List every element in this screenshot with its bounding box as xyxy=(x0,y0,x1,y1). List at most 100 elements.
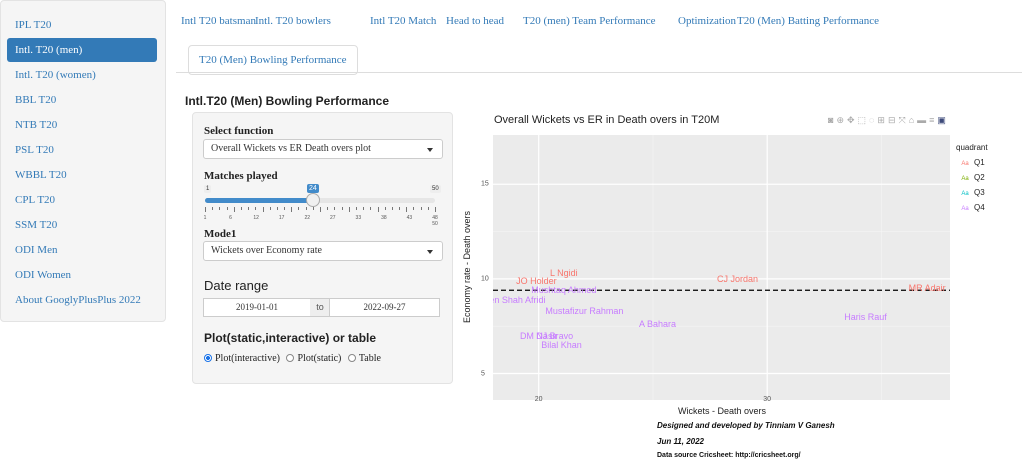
sidebar-item-intl-t20-men[interactable]: Intl. T20 (men) xyxy=(7,38,157,62)
slider-tick xyxy=(435,207,436,212)
data-point-label[interactable]: MR Adair xyxy=(908,283,946,294)
slider-tick-label: 17 xyxy=(278,215,285,221)
slider-tick-label: 38 xyxy=(381,215,387,221)
credit-date: Jun 11, 2022 xyxy=(657,437,704,446)
slider-tick-label: 33 xyxy=(355,215,362,221)
data-point-label[interactable]: Haris Rauf xyxy=(844,311,887,322)
y-axis-title: Economy rate - Death overs xyxy=(462,210,472,324)
slider-tick xyxy=(363,207,365,210)
slider-tick xyxy=(399,207,401,210)
data-point-label[interactable]: L Ngidi xyxy=(549,268,578,279)
slider-tick-label: 12 xyxy=(253,215,259,221)
tab-head-to-head[interactable]: Head to head xyxy=(446,15,505,27)
data-point-label[interactable]: Bilal Khan xyxy=(541,340,582,351)
legend-item[interactable]: Aa Q4 xyxy=(956,200,988,215)
radio-plot-interactive[interactable]: Plot(interactive) xyxy=(204,353,280,364)
slider-tick xyxy=(233,207,235,212)
slider-tick xyxy=(427,207,429,210)
tab-optimization[interactable]: Optimization xyxy=(678,15,737,27)
tab-intl-t20-batsman[interactable]: Intl T20 batsman xyxy=(181,15,256,27)
date-to-input[interactable]: 2022-09-27 xyxy=(329,298,440,317)
matches-slider[interactable] xyxy=(205,193,435,207)
slider-tick xyxy=(226,207,228,210)
radio-table[interactable]: Table xyxy=(347,353,381,364)
lasso-icon[interactable]: ◌ xyxy=(869,115,878,125)
y-tick-label: 15 xyxy=(481,180,489,188)
sidebar-item-ssm-t20[interactable]: SSM T20 xyxy=(15,219,58,231)
slider-tick-label: 48 50 xyxy=(432,215,438,227)
zoom-out-icon[interactable]: ⊟ xyxy=(887,115,899,125)
select-function-value: Overall Wickets vs ER Death overs plot xyxy=(211,143,371,154)
chevron-down-icon xyxy=(427,148,433,152)
radio-label: Plot(static) xyxy=(297,353,342,364)
plot-modebar: ◙⊕✥⬚◌⊞⊟⤧⌂▬≡▣ xyxy=(828,115,949,126)
tab-intl-t20-match[interactable]: Intl T20 Match xyxy=(370,15,437,27)
spike-icon[interactable]: ▬ xyxy=(917,115,930,125)
radio-unselected-icon xyxy=(286,354,295,362)
radio-plot-static[interactable]: Plot(static) xyxy=(286,353,341,364)
sidebar-item-cpl-t20[interactable]: CPL T20 xyxy=(15,194,56,206)
box-select-icon[interactable]: ⬚ xyxy=(857,115,870,125)
slider-handle[interactable] xyxy=(305,193,320,207)
legend-key: Aa xyxy=(961,206,969,212)
date-range-separator: to xyxy=(310,298,330,317)
data-point-label[interactable]: DJ Bravo xyxy=(536,330,574,341)
data-point-label[interactable]: A Bahara xyxy=(639,319,677,330)
sidebar-item-wbbl-t20[interactable]: WBBL T20 xyxy=(15,169,67,181)
slider-tick xyxy=(334,207,336,210)
radio-label: Plot(interactive) xyxy=(215,353,280,364)
sidebar-item-ipl-t20[interactable]: IPL T20 xyxy=(15,19,52,31)
data-point-label[interactable]: DM Nasir xyxy=(519,330,558,341)
slider-tick xyxy=(320,207,321,212)
data-point-label[interactable]: Mushtaq Ahmed xyxy=(531,285,597,296)
autoscale-icon[interactable]: ⤧ xyxy=(898,115,909,125)
plot-svg xyxy=(493,135,950,400)
slider-tick xyxy=(377,207,379,212)
mode-dropdown[interactable]: Wickets over Economy rate xyxy=(203,241,443,261)
legend-item[interactable]: Aa Q2 xyxy=(956,170,988,185)
date-from-input[interactable]: 2019-01-01 xyxy=(203,298,311,317)
slider-tick xyxy=(327,207,329,210)
data-point-label[interactable]: Mustafizur Rahman xyxy=(545,306,624,317)
slider-tick xyxy=(355,207,357,210)
credit-source: Data source Cricsheet: http://cricsheet.… xyxy=(657,452,801,459)
slider-tick xyxy=(370,207,372,210)
data-point-label[interactable]: Shaheen Shah Afridi xyxy=(493,294,546,305)
sidebar-item-bbl-t20[interactable]: BBL T20 xyxy=(15,94,57,106)
legend-label: Q2 xyxy=(974,173,985,182)
scatter-plot-area[interactable]: L Ngidi JO Holder CJ Jordan MR Adair Mushtaq… xyxy=(493,135,950,400)
tab-bowling-performance[interactable]: T20 (Men) Bowling Performance xyxy=(188,45,358,75)
tab-intl-t20-bowlers[interactable]: Intl. T20 bowlers xyxy=(255,15,331,27)
pan-icon[interactable]: ✥ xyxy=(846,115,858,125)
home-icon[interactable]: ⌂ xyxy=(908,115,918,125)
zoom-icon[interactable]: ⊕ xyxy=(836,115,847,125)
slider-tick xyxy=(255,207,257,210)
camera-icon[interactable]: ◙ xyxy=(828,115,837,125)
slider-tick xyxy=(305,207,307,210)
sidebar-item-odi-women[interactable]: ODI Women xyxy=(15,269,72,281)
legend-item[interactable]: Aa Q1 xyxy=(956,155,988,170)
sidebar-item-odi-men[interactable]: ODI Men xyxy=(15,244,58,256)
legend-key: Aa xyxy=(961,191,969,197)
data-point-label[interactable]: CJ Jordan xyxy=(716,273,758,284)
tab-divider xyxy=(176,72,1022,73)
plotly-logo-icon[interactable]: ▣ xyxy=(937,115,949,125)
tab-team-performance[interactable]: T20 (men) Team Performance xyxy=(523,15,656,27)
slider-tick xyxy=(384,207,386,210)
zoom-in-icon[interactable]: ⊞ xyxy=(877,115,888,125)
slider-tick xyxy=(348,207,350,212)
chart-title: Overall Wickets vs ER in Death overs in … xyxy=(494,114,720,126)
controls-panel: Select function Overall Wickets vs ER De… xyxy=(192,112,453,384)
data-point-label[interactable]: JO Holder xyxy=(516,275,557,286)
sidebar-item-intl-t20-women[interactable]: Intl. T20 (women) xyxy=(15,69,96,81)
matches-played-label: Matches played xyxy=(204,170,278,182)
y-tick-label: 10 xyxy=(481,275,489,283)
compare-icon[interactable]: ≡ xyxy=(929,115,938,125)
sidebar-item-about-googlyplusplus-2022[interactable]: About GooglyPlusPlus 2022 xyxy=(15,294,141,306)
sidebar-item-psl-t20[interactable]: PSL T20 xyxy=(15,144,54,156)
slider-tick xyxy=(413,207,415,210)
sidebar-item-ntb-t20[interactable]: NTB T20 xyxy=(15,119,58,131)
tab-batting-performance[interactable]: T20 (Men) Batting Performance xyxy=(737,15,880,27)
legend-item[interactable]: Aa Q3 xyxy=(956,185,988,200)
select-function-dropdown[interactable]: Overall Wickets vs ER Death overs plot xyxy=(203,139,443,159)
